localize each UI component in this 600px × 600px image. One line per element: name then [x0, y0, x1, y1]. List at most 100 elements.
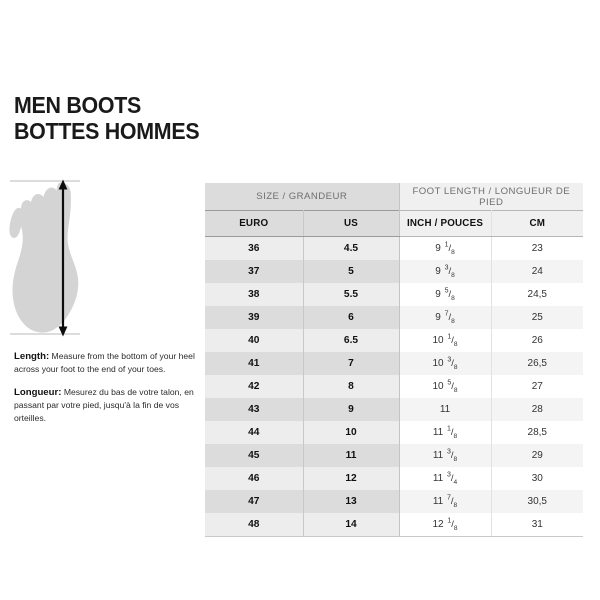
table-row: 37 5 9 3/8 24: [205, 260, 584, 283]
cell-cm: 25: [491, 306, 584, 329]
title-line-en: MEN BOOTS: [14, 92, 142, 118]
cell-cm: 31: [491, 513, 584, 537]
table-row: 41 7 10 3/8 26,5: [205, 352, 584, 375]
cell-cm: 23: [491, 236, 584, 260]
fraction: 3/8: [444, 264, 455, 279]
instruction-longueur-key: Longueur:: [14, 386, 62, 398]
column-header-euro: EURO: [205, 210, 304, 237]
cell-us: 5: [303, 260, 400, 283]
cell-inch: 12 1/8: [399, 513, 492, 537]
column-header-cm: CM: [491, 210, 584, 237]
instruction-length-text: Measure from the bottom of your heel acr…: [14, 351, 195, 375]
cell-us: 12: [303, 467, 400, 490]
cell-us: 9: [303, 398, 400, 421]
cell-euro: 36: [205, 236, 304, 260]
fraction: 5/8: [447, 379, 458, 394]
cell-us: 7: [303, 352, 400, 375]
cell-us: 8: [303, 375, 400, 398]
column-header-row: EURO US INCH / POUCES CM: [205, 210, 584, 237]
instruction-longueur: Longueur: Mesurez du bas de votre talon,…: [14, 386, 206, 424]
fraction: 1/8: [446, 425, 458, 440]
cell-cm: 24: [491, 260, 584, 283]
cell-euro: 47: [205, 490, 304, 513]
cell-cm: 30: [491, 467, 584, 490]
cell-inch: 11 1/8: [399, 421, 492, 444]
table-row: 36 4.5 9 1/8 23: [205, 236, 584, 260]
fraction: 3/8: [447, 356, 458, 371]
table-row: 45 11 11 3/8 29: [205, 444, 584, 467]
cell-cm: 29: [491, 444, 584, 467]
cell-euro: 48: [205, 513, 304, 537]
cell-inch: 11 7/8: [399, 490, 492, 513]
fraction: 1/8: [447, 517, 458, 532]
instruction-longueur-text: Mesurez du bas de votre talon, en passan…: [14, 386, 194, 423]
column-header-inch: INCH / POUCES: [399, 210, 492, 237]
cell-inch: 10 1/8: [399, 329, 492, 352]
fraction: 7/8: [446, 494, 458, 509]
measure-instructions: Length: Measure from the bottom of your …: [14, 350, 206, 424]
cell-euro: 44: [205, 421, 304, 444]
fraction: 1/8: [444, 241, 455, 256]
table-row: 48 14 12 1/8 31: [205, 513, 584, 537]
measurement-arrow: [58, 179, 68, 337]
cell-euro: 41: [205, 352, 304, 375]
table-row: 44 10 11 1/8 28,5: [205, 421, 584, 444]
cell-euro: 38: [205, 283, 304, 306]
group-header-row: SIZE / GRANDEUR FOOT LENGTH / LONGUEUR D…: [205, 183, 584, 211]
table-row: 39 6 9 7/8 25: [205, 306, 584, 329]
foot-sole-measure-diagram: [0, 176, 200, 342]
cell-cm: 28,5: [491, 421, 584, 444]
cell-us: 6.5: [303, 329, 400, 352]
table-row: 46 12 11 3/4 30: [205, 467, 584, 490]
cell-inch: 9 5/8: [399, 283, 492, 306]
cell-inch: 9 1/8: [399, 236, 492, 260]
cell-us: 5.5: [303, 283, 400, 306]
cell-euro: 43: [205, 398, 304, 421]
cell-inch: 9 7/8: [399, 306, 492, 329]
cell-us: 11: [303, 444, 400, 467]
cell-inch: 10 5/8: [399, 375, 492, 398]
cell-us: 6: [303, 306, 400, 329]
cell-us: 14: [303, 513, 400, 537]
instruction-length: Length: Measure from the bottom of your …: [14, 350, 206, 376]
table-row: 47 13 11 7/8 30,5: [205, 490, 584, 513]
cell-euro: 46: [205, 467, 304, 490]
cell-euro: 45: [205, 444, 304, 467]
cell-euro: 40: [205, 329, 304, 352]
cell-euro: 39: [205, 306, 304, 329]
cell-us: 4.5: [303, 236, 400, 260]
cell-euro: 42: [205, 375, 304, 398]
table-row: 40 6.5 10 1/8 26: [205, 329, 584, 352]
title-line-fr: BOTTES HOMMES: [14, 118, 200, 144]
cell-cm: 26,5: [491, 352, 584, 375]
fraction: 5/8: [444, 287, 455, 302]
cell-cm: 27: [491, 375, 584, 398]
cell-cm: 28: [491, 398, 584, 421]
cell-us: 13: [303, 490, 400, 513]
cell-us: 10: [303, 421, 400, 444]
instruction-length-key: Length:: [14, 351, 50, 362]
fraction: 7/8: [444, 310, 455, 325]
table-row: 43 9 11 28: [205, 398, 584, 421]
page-title: MEN BOOTS BOTTES HOMMES: [14, 92, 213, 144]
group-header-foot-length: FOOT LENGTH / LONGUEUR DE PIED: [399, 183, 584, 211]
cell-cm: 26: [491, 329, 584, 352]
group-header-size: SIZE / GRANDEUR: [205, 183, 400, 211]
table-row: 42 8 10 5/8 27: [205, 375, 584, 398]
size-table-head: SIZE / GRANDEUR FOOT LENGTH / LONGUEUR D…: [205, 183, 584, 237]
cell-inch: 11 3/4: [399, 467, 492, 490]
table-row: 38 5.5 9 5/8 24,5: [205, 283, 584, 306]
size-table-container: SIZE / GRANDEUR FOOT LENGTH / LONGUEUR D…: [205, 183, 584, 537]
cell-cm: 24,5: [491, 283, 584, 306]
cell-inch: 9 3/8: [399, 260, 492, 283]
fraction: 3/8: [446, 448, 458, 463]
cell-euro: 37: [205, 260, 304, 283]
cell-cm: 30,5: [491, 490, 584, 513]
column-header-us: US: [303, 210, 400, 237]
foot-silhouette-shape: [9, 182, 79, 333]
fraction: 3/4: [446, 471, 458, 486]
fraction: 1/8: [447, 333, 458, 348]
size-table: SIZE / GRANDEUR FOOT LENGTH / LONGUEUR D…: [205, 183, 584, 537]
cell-inch: 11: [399, 398, 492, 421]
